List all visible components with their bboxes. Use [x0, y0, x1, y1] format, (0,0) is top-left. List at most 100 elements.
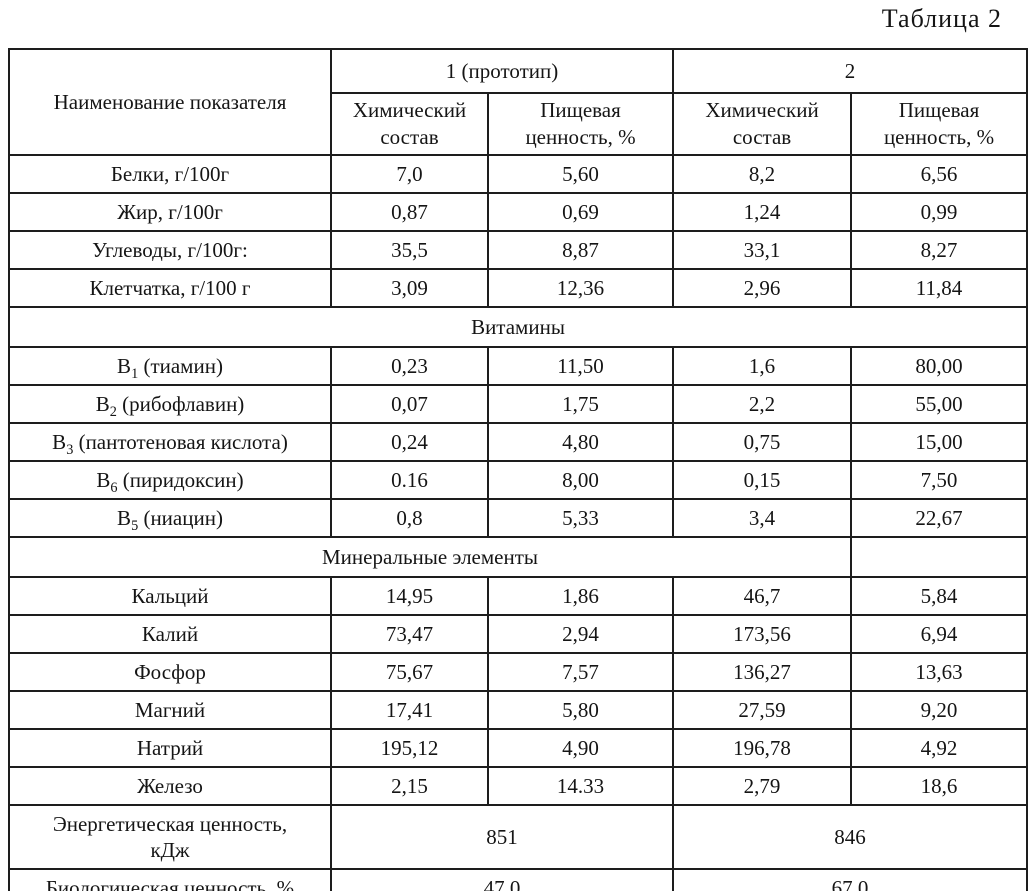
- row-label: Кальций: [8, 576, 332, 616]
- row-label: Жир, г/100г: [8, 192, 332, 232]
- cell-value: 35,5: [330, 230, 489, 270]
- bio-value-prototype: 47,0: [329, 868, 675, 891]
- table-row: В1 (тиамин) 0,23 11,50 1,6 80,00: [8, 346, 1029, 386]
- cell-value: 7,50: [850, 460, 1029, 500]
- cell-value: 2,15: [330, 766, 489, 806]
- section-label: Витамины: [7, 306, 1029, 348]
- table-row: Калий 73,47 2,94 173,56 6,94: [8, 614, 1029, 654]
- row-label: В5 (ниацин): [8, 498, 332, 538]
- header-nutrition-2: Пищевая ценность, %: [850, 92, 1029, 156]
- section-row-vitamins: Витамины: [7, 306, 1029, 348]
- header-row-groups: Наименование показателя 1 (прототип) 2: [8, 48, 1029, 156]
- cell-value: 0,87: [330, 192, 489, 232]
- cell-value: 7,57: [486, 652, 675, 692]
- header-chemical-1: Химический состав: [330, 92, 489, 156]
- cell-value: 195,12: [330, 728, 489, 768]
- table-row: Кальций 14,95 1,86 46,7 5,84: [8, 576, 1029, 616]
- cell-value: 33,1: [672, 230, 853, 270]
- row-label: Железо: [8, 766, 332, 806]
- biological-value-row: Биологическая ценность, % 47,0 67,0: [8, 868, 1029, 891]
- empty-cell: [850, 536, 1029, 578]
- energy-value-sample2: 846: [672, 804, 1029, 870]
- row-label: В3 (пантотеновая кислота): [8, 422, 332, 462]
- cell-value: 5,84: [850, 576, 1029, 616]
- cell-value: 0,23: [330, 346, 489, 386]
- cell-value: 3,09: [330, 268, 489, 308]
- table-row: В6 (пиридоксин) 0.16 8,00 0,15 7,50: [8, 460, 1029, 500]
- cell-value: 17,41: [330, 690, 489, 730]
- header-group-sample2: 2: [672, 48, 1029, 94]
- cell-value: 5,80: [486, 690, 675, 730]
- row-label: Биологическая ценность, %: [8, 868, 332, 891]
- cell-value: 27,59: [672, 690, 853, 730]
- cell-value: 2,94: [486, 614, 675, 654]
- cell-value: 15,00: [850, 422, 1029, 462]
- cell-value: 1,24: [672, 192, 853, 232]
- table-row: В5 (ниацин) 0,8 5,33 3,4 22,67: [8, 498, 1029, 538]
- cell-value: 1,6: [672, 346, 853, 386]
- cell-value: 0,07: [330, 384, 489, 424]
- cell-value: 5,60: [486, 154, 675, 194]
- row-label: Энергетическая ценность, кДж: [8, 804, 332, 870]
- cell-value: 196,78: [672, 728, 853, 768]
- table-row: Железо 2,15 14.33 2,79 18,6: [8, 766, 1029, 806]
- energy-value-row: Энергетическая ценность, кДж 851 846: [8, 804, 1029, 870]
- row-label: Углеводы, г/100г:: [8, 230, 332, 270]
- cell-value: 46,7: [672, 576, 853, 616]
- cell-value: 4,92: [850, 728, 1029, 768]
- row-label: Магний: [8, 690, 332, 730]
- cell-value: 14,95: [330, 576, 489, 616]
- cell-value: 173,56: [672, 614, 853, 654]
- cell-value: 8,27: [850, 230, 1029, 270]
- table-row: Натрий 195,12 4,90 196,78 4,92: [8, 728, 1029, 768]
- cell-value: 4,90: [486, 728, 675, 768]
- cell-value: 0.16: [330, 460, 489, 500]
- cell-value: 8,87: [486, 230, 675, 270]
- cell-value: 136,27: [672, 652, 853, 692]
- table-row: Магний 17,41 5,80 27,59 9,20: [8, 690, 1029, 730]
- cell-value: 2,79: [672, 766, 853, 806]
- section-row-minerals: Минеральные элементы: [7, 536, 1029, 578]
- table-row: Белки, г/100г 7,0 5,60 8,2 6,56: [8, 154, 1029, 194]
- cell-value: 0,99: [850, 192, 1029, 232]
- cell-value: 8,00: [486, 460, 675, 500]
- header-row-subcolumns: Химический состав Пищевая ценность, % Хи…: [9, 92, 1029, 156]
- cell-value: 80,00: [850, 346, 1029, 386]
- table-caption: Таблица 2: [881, 4, 1002, 33]
- cell-value: 2,2: [672, 384, 853, 424]
- cell-value: 13,63: [850, 652, 1029, 692]
- cell-value: 0,15: [672, 460, 853, 500]
- cell-value: 0,69: [486, 192, 675, 232]
- cell-value: 6,94: [850, 614, 1029, 654]
- cell-value: 12,36: [486, 268, 675, 308]
- table-row: Жир, г/100г 0,87 0,69 1,24 0,99: [8, 192, 1029, 232]
- row-label: Натрий: [8, 728, 332, 768]
- row-label: В1 (тиамин): [8, 346, 332, 386]
- cell-value: 9,20: [850, 690, 1029, 730]
- cell-value: 11,84: [850, 268, 1029, 308]
- cell-value: 2,96: [672, 268, 853, 308]
- cell-value: 11,50: [486, 346, 675, 386]
- cell-value: 5,33: [486, 498, 675, 538]
- header-indicator: Наименование показателя: [8, 48, 332, 156]
- cell-value: 3,4: [672, 498, 853, 538]
- table-row: В3 (пантотеновая кислота) 0,24 4,80 0,75…: [8, 422, 1029, 462]
- cell-value: 14.33: [486, 766, 675, 806]
- row-label: Фосфор: [8, 652, 332, 692]
- cell-value: 0,24: [330, 422, 489, 462]
- bio-value-sample2: 67,0: [672, 868, 1029, 891]
- cell-value: 8,2: [672, 154, 853, 194]
- cell-value: 4,80: [486, 422, 675, 462]
- cell-value: 55,00: [850, 384, 1029, 424]
- cell-value: 6,56: [850, 154, 1029, 194]
- table-row: Клетчатка, г/100 г 3,09 12,36 2,96 11,84: [8, 268, 1029, 308]
- cell-value: 1,75: [486, 384, 675, 424]
- header-chemical-2: Химический состав: [672, 92, 853, 156]
- section-label: Минеральные элементы: [7, 536, 853, 578]
- row-label: В2 (рибофлавин): [8, 384, 332, 424]
- header-group-prototype: 1 (прототип): [329, 48, 675, 94]
- row-label: Клетчатка, г/100 г: [8, 268, 332, 308]
- row-label: В6 (пиридоксин): [8, 460, 332, 500]
- cell-value: 0,75: [672, 422, 853, 462]
